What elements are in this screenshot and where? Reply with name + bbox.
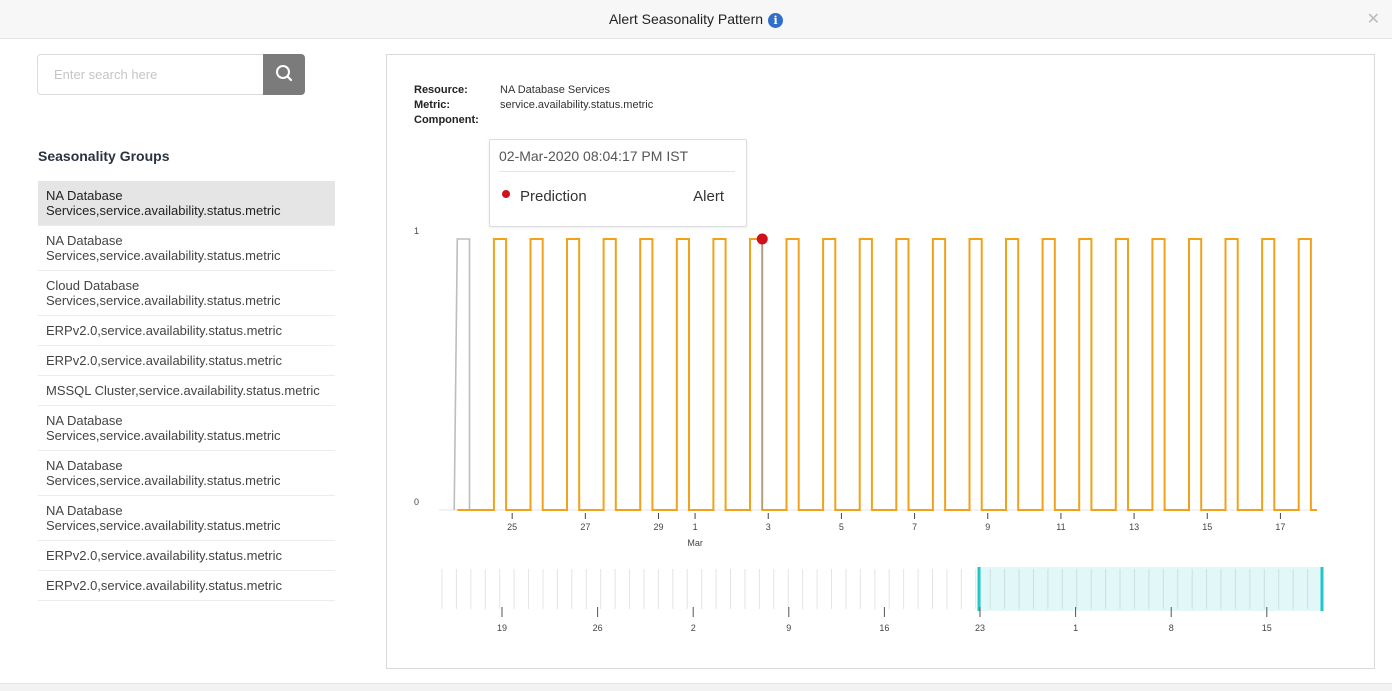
tooltip-series-label: Prediction (520, 188, 587, 205)
y-tick-label: 0 (414, 497, 419, 507)
seasonality-group-item[interactable]: ERPv2.0,service.availability.status.metr… (38, 346, 335, 376)
x-tick-label: 27 (580, 522, 590, 532)
navigator-tick-label: 2 (691, 623, 696, 633)
search-icon (276, 65, 293, 82)
seasonality-group-item[interactable]: ERPv2.0,service.availability.status.metr… (38, 571, 335, 601)
y-tick-label: 1 (414, 226, 419, 236)
x-tick-label: 5 (839, 522, 844, 532)
navigator-tick-label: 16 (879, 623, 889, 633)
navigator-handle-left (977, 567, 981, 611)
x-tick-label: 29 (653, 522, 663, 532)
navigator-tick-label: 19 (497, 623, 507, 633)
tooltip-value: Alert (693, 188, 724, 205)
tooltip-divider (499, 171, 735, 172)
x-month-label: Mar (687, 538, 703, 548)
history-series-line (453, 238, 494, 511)
x-tick-label: 13 (1129, 522, 1139, 532)
seasonality-group-item[interactable]: NA Database Services,service.availabilit… (38, 406, 335, 451)
modal-footer (0, 683, 1392, 691)
close-icon[interactable]: ✕ (1366, 11, 1380, 28)
seasonality-group-item[interactable]: NA Database Services,service.availabilit… (38, 451, 335, 496)
navigator-tick-label: 1 (1073, 623, 1078, 633)
chart-tooltip: 02-Mar-2020 08:04:17 PM IST Prediction A… (489, 139, 747, 227)
seasonality-group-item[interactable]: ERPv2.0,service.availability.status.metr… (38, 541, 335, 571)
modal-title-text: Alert Seasonality Pattern (608, 11, 764, 27)
x-tick-label: 7 (912, 522, 917, 532)
navigator-tick-label: 26 (593, 623, 603, 633)
navigator-handle-right (1320, 567, 1324, 611)
x-tick-label: 11 (1056, 522, 1065, 532)
resource-label: Resource: (414, 84, 468, 96)
x-tick-label: 25 (507, 522, 517, 532)
x-tick-label: 15 (1202, 522, 1212, 532)
x-tick-label: 1 (693, 522, 698, 532)
x-tick-label: 9 (985, 522, 990, 532)
prediction-dot-icon (502, 190, 510, 198)
component-label: Component: (414, 114, 479, 126)
seasonality-groups-heading: Seasonality Groups (38, 148, 170, 164)
metric-value: service.availability.status.metric (500, 99, 654, 111)
info-icon[interactable]: i (768, 12, 784, 28)
navigator-tick-label: 23 (975, 623, 985, 633)
metric-label: Metric: (414, 99, 451, 111)
navigator-tick-label: 9 (786, 623, 791, 633)
search-bar (37, 54, 305, 95)
seasonality-group-item[interactable]: NA Database Services,service.availabilit… (38, 226, 335, 271)
navigator-selection (979, 567, 1322, 611)
tooltip-timestamp: 02-Mar-2020 08:04:17 PM IST (499, 148, 689, 164)
x-tick-label: 3 (766, 522, 771, 532)
modal-header: Alert Seasonality Pattern i ✕ (0, 0, 1392, 39)
resource-value: NA Database Services (500, 84, 611, 96)
chart-panel: Resource: NA Database Services Metric: ser… (386, 54, 1375, 669)
seasonality-group-item[interactable]: NA Database Services,service.availabilit… (38, 181, 335, 226)
seasonality-group-item[interactable]: Cloud Database Services,service.availabi… (38, 271, 335, 316)
navigator-tick-label: 8 (1169, 623, 1174, 633)
search-button[interactable] (263, 54, 305, 95)
modal-title: Alert Seasonality Pattern i (0, 11, 1392, 28)
search-input[interactable] (37, 54, 263, 95)
seasonality-group-item[interactable]: ERPv2.0,service.availability.status.metr… (38, 316, 335, 346)
prediction-series-line (457, 238, 1317, 511)
seasonality-group-item[interactable]: MSSQL Cluster,service.availability.statu… (38, 376, 335, 406)
x-tick-label: 17 (1275, 522, 1285, 532)
highlight-point (756, 233, 768, 245)
navigator-tick-label: 15 (1262, 623, 1272, 633)
seasonality-groups-list: NA Database Services,service.availabilit… (38, 181, 335, 601)
seasonality-group-item[interactable]: NA Database Services,service.availabilit… (38, 496, 335, 541)
resource-details: Resource: NA Database Services Metric: ser… (414, 83, 653, 128)
